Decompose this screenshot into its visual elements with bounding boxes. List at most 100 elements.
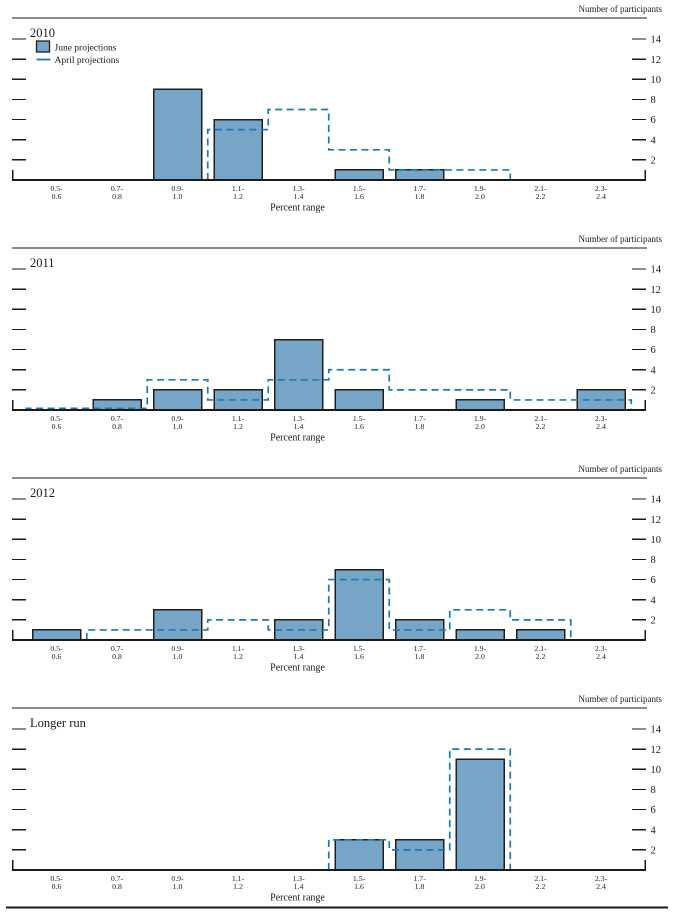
x-category-label: 1.1-1.2: [232, 644, 245, 661]
y-tick-label: 10: [651, 535, 662, 546]
x-category-label: 1.1-1.2: [232, 184, 245, 201]
y-axis-caption: Number of participants: [579, 694, 663, 704]
y-tick-label: 14: [651, 265, 662, 276]
panel-title-2011: 2011: [30, 256, 55, 270]
april-step-line: [327, 748, 512, 870]
y-tick-label: 14: [651, 35, 662, 46]
x-category-label: 1.5-1.6: [353, 644, 366, 661]
histogram-panel-4: Number of participants Longer run 2 4 6 8 10 12…: [0, 690, 674, 915]
x-category-label: 0.5-0.6: [50, 874, 63, 891]
june-bar: [394, 169, 445, 181]
y-tick-label: 4: [651, 595, 657, 606]
x-category-label: 0.9-1.0: [171, 184, 184, 201]
y-tick-label: 12: [651, 515, 662, 526]
y-tick-label: 6: [651, 805, 656, 816]
y-tick-label: 2: [651, 845, 656, 856]
y-axis-caption: Number of participants: [579, 234, 663, 244]
april-step-line: [25, 368, 633, 410]
x-category-label: 0.5-0.6: [50, 644, 63, 661]
x-axis-caption: Percent range: [270, 663, 325, 674]
june-bar: [394, 839, 445, 871]
x-category-label: 1.3-1.4: [292, 184, 305, 201]
y-tick-label: 8: [651, 555, 656, 566]
legend-june-swatch: [35, 40, 51, 53]
june-bar: [152, 88, 203, 181]
panel-title-2010: 2010: [30, 26, 55, 40]
x-category-label: 2.1-2.2: [534, 644, 547, 661]
x-category-label: 1.5-1.6: [353, 184, 366, 201]
x-category-label: 1.3-1.4: [292, 874, 305, 891]
x-category-label: 0.7-0.8: [111, 184, 124, 201]
panel-chart-longer-run: Number of participants Longer run 2 4 6 8 10 12…: [6, 694, 668, 909]
y-tick-label: 14: [651, 495, 662, 506]
legend-april-label: April projections: [55, 56, 120, 66]
histogram-panel-3: Number of participants 2012 2 4 6 8 10 12 14 0.5-…: [0, 460, 674, 690]
y-tick-label: 6: [651, 345, 656, 356]
x-category-label: 2.1-2.2: [534, 184, 547, 201]
y-tick-label: 8: [651, 325, 656, 336]
y-tick-label: 14: [651, 725, 662, 736]
x-category-label: 1.1-1.2: [232, 414, 245, 431]
histogram-panel-2: Number of participants 2011 2 4 6 8 10 12 14 0.5-…: [0, 230, 674, 460]
x-category-label: 2.3-2.4: [595, 184, 608, 201]
x-category-label: 0.5-0.6: [50, 414, 63, 431]
legend: June projections April projections: [35, 40, 120, 66]
x-category-label: 0.5-0.6: [50, 184, 63, 201]
june-bar: [273, 338, 324, 411]
y-tick-label: 6: [651, 115, 656, 126]
panel-title-2012: 2012: [30, 486, 55, 500]
x-category-label: 1.3-1.4: [292, 414, 305, 431]
x-category-label: 1.7-1.8: [413, 414, 426, 431]
x-category-label: 1.3-1.4: [292, 644, 305, 661]
june-bar: [455, 629, 505, 641]
x-axis-caption: Percent range: [270, 203, 325, 214]
legend-june-label: June projections: [55, 44, 117, 54]
y-axis-caption: Number of participants: [579, 4, 663, 14]
x-category-label: 1.9-2.0: [474, 644, 487, 661]
x-category-label: 2.3-2.4: [595, 874, 608, 891]
x-category-label: 1.7-1.8: [413, 644, 426, 661]
x-category-label: 0.9-1.0: [171, 874, 184, 891]
june-bar: [152, 609, 203, 641]
x-category-label: 0.9-1.0: [171, 644, 184, 661]
june-bar: [152, 389, 203, 411]
april-step-line: [85, 578, 572, 640]
y-tick-label: 4: [651, 825, 657, 836]
x-category-label: 0.9-1.0: [171, 414, 184, 431]
x-category-label: 1.7-1.8: [413, 184, 426, 201]
y-tick-label: 12: [651, 285, 662, 296]
panel-title-longer-run: Longer run: [30, 716, 87, 730]
y-tick-label: 10: [651, 765, 662, 776]
april-step-line: [206, 108, 512, 180]
x-category-label: 1.1-1.2: [232, 874, 245, 891]
x-category-label: 0.7-0.8: [111, 874, 124, 891]
june-bar: [455, 399, 505, 411]
june-bar: [213, 118, 263, 181]
y-tick-label: 8: [651, 95, 656, 106]
june-bar: [334, 169, 384, 181]
june-bar: [334, 839, 384, 871]
x-category-label: 1.9-2.0: [474, 184, 487, 201]
y-tick-label: 2: [651, 615, 656, 626]
histogram-panel-1: Number of participants 2010 June projectio…: [0, 0, 674, 230]
x-category-label: 0.7-0.8: [111, 414, 124, 431]
x-category-label: 1.5-1.6: [353, 414, 366, 431]
y-tick-label: 10: [651, 305, 662, 316]
y-tick-label: 4: [651, 135, 657, 146]
x-category-label: 2.3-2.4: [595, 414, 608, 431]
y-tick-label: 2: [651, 385, 656, 396]
x-category-label: 2.1-2.2: [534, 414, 547, 431]
panel-chart-2012: Number of participants 2012 2 4 6 8 10 12 14 0.5-…: [11, 464, 663, 674]
y-axis-caption: Number of participants: [579, 464, 663, 474]
june-bar: [334, 389, 384, 411]
x-category-label: 1.9-2.0: [474, 414, 487, 431]
june-bar: [31, 629, 82, 641]
june-bar: [334, 568, 384, 641]
x-category-label: 1.5-1.6: [353, 874, 366, 891]
x-category-label: 1.7-1.8: [413, 874, 426, 891]
y-tick-label: 12: [651, 55, 662, 66]
y-tick-label: 8: [651, 785, 656, 796]
y-tick-label: 6: [651, 575, 656, 586]
